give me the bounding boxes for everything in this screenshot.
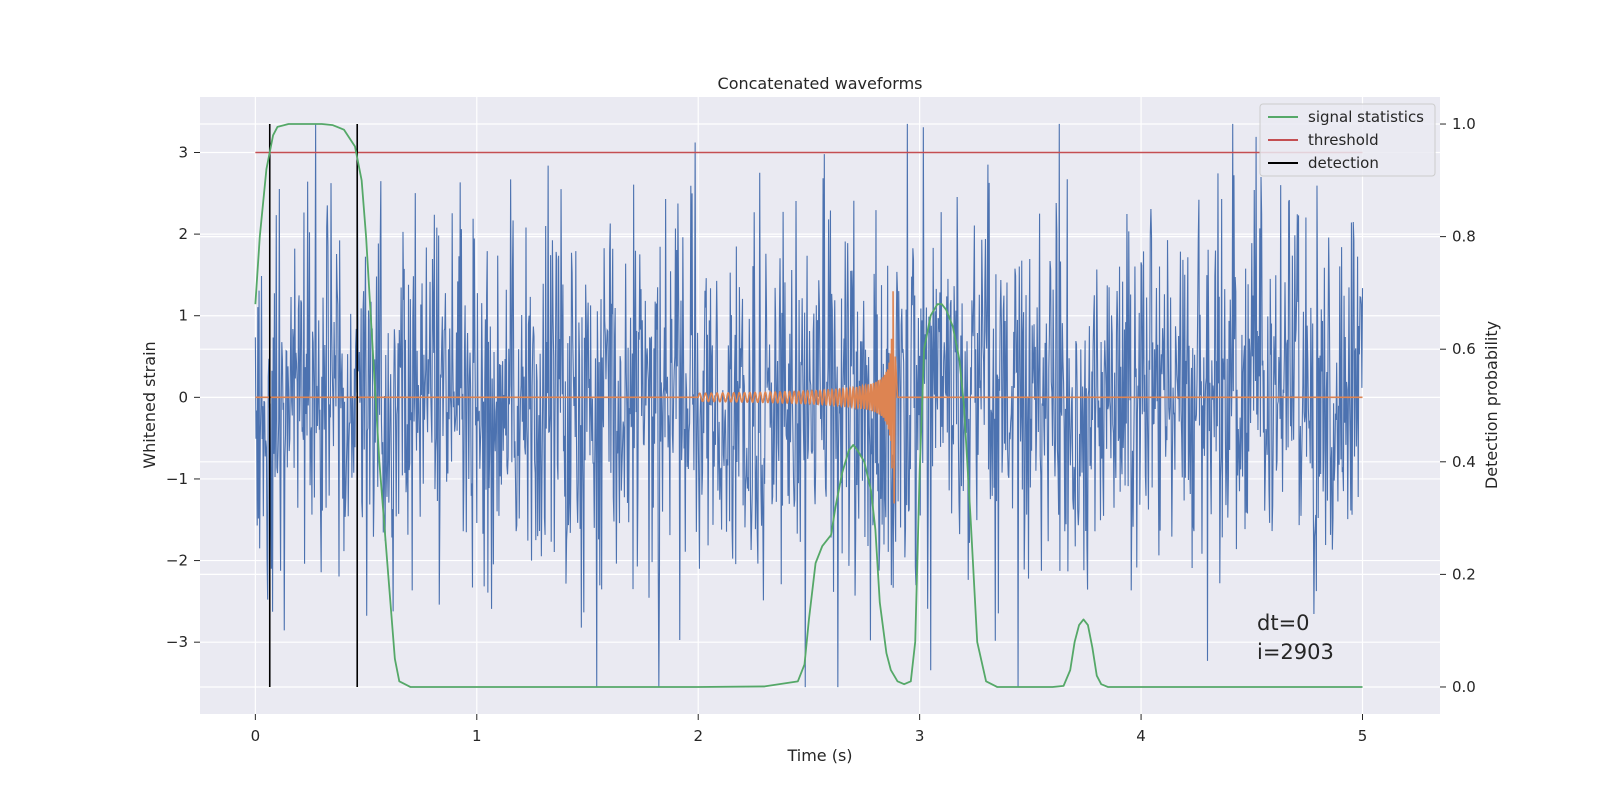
y-tick-label-left: 2	[178, 225, 188, 243]
y-axis-label-left: Whitened strain	[140, 341, 159, 468]
statistics-line	[254, 123, 1363, 688]
chart-title: Concatenated waveforms	[718, 74, 923, 93]
y-tick-label-right: 0.2	[1452, 565, 1476, 583]
x-axis-label: Time (s)	[786, 746, 852, 765]
x-tick-label: 1	[472, 727, 482, 745]
axes-layer: 0 1 2 3 4 5 −3 −2 −1 0 1 2 3 0.0 0.2 0.4 0.6 0.8 1.0	[166, 115, 1476, 745]
legend-box	[1259, 103, 1436, 177]
y-tick-label-left: 0	[178, 388, 188, 406]
y-tick-label-left: 3	[178, 143, 188, 161]
y-tick-label-left: −3	[166, 633, 188, 651]
y-tick-label-right: 0.6	[1452, 340, 1476, 358]
annotation-dt: dt=0	[1257, 611, 1310, 635]
x-tick-label: 3	[915, 727, 925, 745]
annotation-index: i=2903	[1257, 640, 1334, 664]
legend-label-detection: detection	[1308, 154, 1379, 172]
legend-label-threshold: threshold	[1308, 131, 1379, 149]
x-tick-label: 4	[1136, 727, 1146, 745]
x-tick-label: 0	[251, 727, 261, 745]
y-axis-label-right: Detection probability	[1482, 321, 1501, 489]
x-tick-label: 5	[1358, 727, 1368, 745]
x-tick-label: 2	[693, 727, 703, 745]
y-tick-label-right: 0.0	[1452, 678, 1476, 696]
y-tick-label-right: 0.4	[1452, 453, 1476, 471]
template-line	[255, 291, 1363, 504]
y-tick-label-left: 1	[178, 307, 188, 325]
legend: signal statistics threshold detection	[1259, 103, 1436, 177]
series-layer	[254, 123, 1364, 688]
legend-label-statistics: signal statistics	[1308, 108, 1424, 126]
y-tick-label-left: −2	[166, 552, 188, 570]
y-tick-label-right: 0.8	[1452, 228, 1476, 246]
y-tick-label-left: −1	[166, 470, 188, 488]
y-tick-label-right: 1.0	[1452, 115, 1476, 133]
